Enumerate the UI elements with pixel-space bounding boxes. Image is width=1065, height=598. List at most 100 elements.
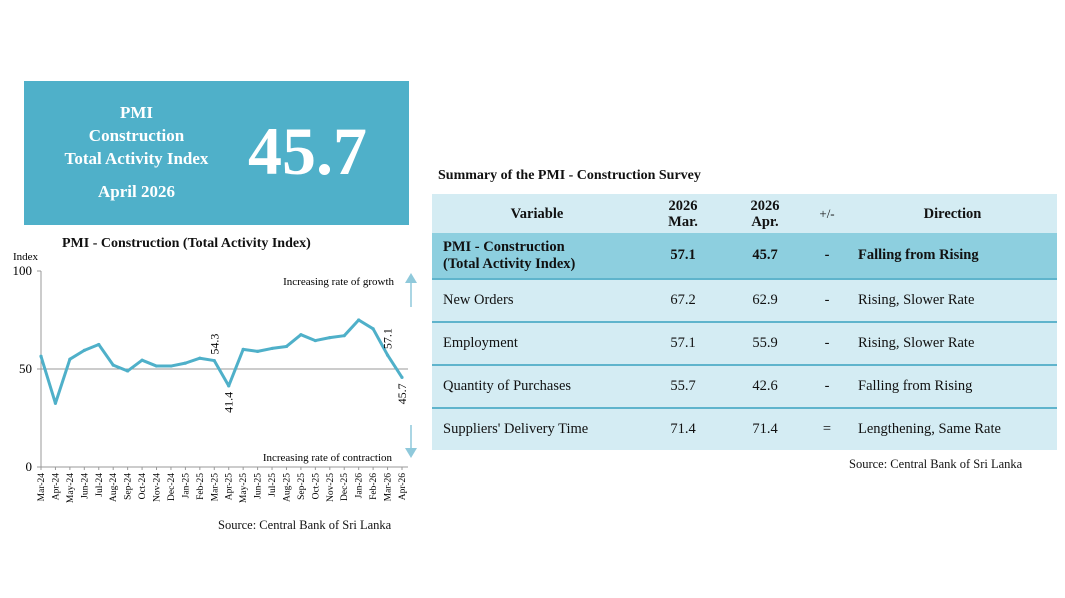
- table-row-highlight: PMI - Construction (Total Activity Index…: [432, 233, 1057, 279]
- banner-caption: PMI Construction Total Activity Index Ap…: [44, 101, 229, 203]
- row-mar-value: 57.1: [642, 233, 724, 279]
- row-direction: Rising, Slower Rate: [848, 278, 1057, 322]
- data-point: [126, 369, 130, 373]
- x-tick-label: Nov-24: [153, 473, 163, 502]
- data-point: [154, 364, 159, 368]
- row-direction: Rising, Slower Rate: [848, 321, 1057, 365]
- table-row: Employment 57.1 55.9 - Rising, Slower Ra…: [432, 321, 1057, 365]
- x-tick-label: Apr-24: [51, 473, 61, 500]
- data-point: [169, 364, 173, 368]
- highlight-line1: PMI - Construction: [443, 238, 565, 255]
- data-point: [68, 357, 72, 361]
- row-mar-value: 71.4: [642, 407, 724, 450]
- data-point: [241, 347, 245, 351]
- x-tick-label: Jun-25: [254, 473, 264, 499]
- data-point: [212, 358, 216, 363]
- header-mar-year: 2026: [668, 197, 698, 214]
- row-variable: Quantity of Purchases: [432, 364, 642, 408]
- arrow-up-icon: [405, 273, 417, 307]
- row-change: =: [806, 407, 848, 450]
- data-label: 57.1: [381, 328, 395, 349]
- row-apr-value: 62.9: [724, 278, 806, 322]
- row-change: -: [806, 364, 848, 408]
- row-variable: PMI - Construction (Total Activity Index…: [432, 233, 642, 279]
- x-tick-label: Oct-25: [311, 473, 321, 500]
- x-tick-label: Jul-25: [268, 473, 278, 497]
- table-title: Summary of the PMI - Construction Survey: [438, 168, 701, 183]
- y-tick-label: 50: [19, 361, 32, 376]
- data-point: [400, 375, 404, 380]
- row-change: -: [806, 321, 848, 365]
- x-tick-label: Aug-25: [282, 473, 292, 502]
- x-tick-label: Apr-25: [225, 473, 235, 500]
- data-label: 54.3: [207, 334, 221, 355]
- table-header-row: Variable 2026 Mar. 2026 Apr. +/- Directi…: [432, 194, 1057, 233]
- data-label: 41.4: [222, 392, 236, 413]
- x-tick-label: Dec-24: [167, 473, 177, 501]
- banner-index-value: 45.7: [248, 113, 367, 189]
- data-point: [39, 354, 43, 358]
- x-tick-label: Mar-26: [384, 473, 394, 502]
- row-mar-value: 67.2: [642, 278, 724, 322]
- header-variable: Variable: [432, 194, 642, 233]
- row-apr-value: 71.4: [724, 407, 806, 450]
- annotation-growth: Increasing rate of growth: [283, 276, 394, 288]
- annotation-contraction: Increasing rate of contraction: [263, 452, 393, 464]
- table-row: Suppliers' Delivery Time 71.4 71.4 = Len…: [432, 407, 1057, 450]
- x-tick-label: Jan-26: [355, 473, 365, 499]
- row-direction: Falling from Rising: [848, 233, 1057, 279]
- x-tick-label: Mar-24: [37, 473, 47, 502]
- x-tick-label: Feb-26: [369, 473, 379, 500]
- highlight-line2: (Total Activity Index): [443, 255, 576, 272]
- data-point: [284, 344, 289, 349]
- pmi-headline-banner: PMI Construction Total Activity Index Ap…: [24, 81, 409, 225]
- row-apr-value: 55.9: [724, 321, 806, 365]
- data-point: [140, 358, 144, 362]
- x-tick-label: Sep-24: [124, 473, 134, 500]
- data-point: [227, 384, 231, 388]
- table-row: Quantity of Purchases 55.7 42.6 - Fallin…: [432, 364, 1057, 408]
- row-direction: Falling from Rising: [848, 364, 1057, 408]
- data-point: [97, 342, 101, 347]
- data-point: [385, 353, 390, 357]
- row-apr-value: 45.7: [724, 233, 806, 279]
- data-point: [371, 327, 375, 331]
- x-tick-label: Feb-25: [196, 473, 206, 500]
- data-point: [313, 338, 317, 343]
- header-mar-month: Mar.: [668, 213, 698, 230]
- banner-line-pmi: PMI: [119, 103, 154, 122]
- header-direction: Direction: [848, 194, 1057, 233]
- x-tick-label: Aug-24: [109, 473, 119, 502]
- data-point: [111, 363, 115, 367]
- x-tick-label: Oct-24: [138, 473, 148, 500]
- header-apr-year: 2026: [750, 197, 780, 214]
- data-point: [183, 361, 187, 365]
- data-point: [82, 348, 86, 352]
- y-tick-label: 0: [26, 459, 33, 474]
- x-tick-label: Dec-25: [340, 473, 350, 501]
- arrow-down-icon: [405, 425, 417, 458]
- row-change: -: [806, 233, 848, 279]
- x-tick-label: Mar-25: [210, 473, 220, 502]
- banner-month: April 2026: [98, 182, 175, 201]
- y-tick-label: 100: [13, 263, 33, 278]
- data-point: [256, 349, 260, 353]
- x-tick-label: Jul-24: [95, 473, 105, 497]
- x-tick-label: Apr-26: [398, 473, 408, 500]
- row-change: -: [806, 278, 848, 322]
- banner-line-construction: Construction: [88, 126, 185, 145]
- x-tick-label: Jan-25: [181, 473, 191, 499]
- y-axis-label: Index: [13, 251, 39, 263]
- header-apr-month: Apr.: [751, 213, 779, 230]
- row-mar-value: 57.1: [642, 321, 724, 365]
- data-point: [299, 333, 303, 337]
- chart-source-note: Source: Central Bank of Sri Lanka: [218, 518, 392, 532]
- header-apr: 2026 Apr.: [724, 194, 806, 233]
- x-tick-label: May-24: [66, 473, 76, 503]
- x-tick-label: Jun-24: [80, 473, 90, 499]
- x-tick-label: May-25: [239, 473, 249, 503]
- chart-title: PMI - Construction (Total Activity Index…: [62, 236, 311, 251]
- data-point: [53, 401, 58, 405]
- data-label: 45.7: [395, 383, 409, 404]
- header-change: +/-: [806, 194, 848, 233]
